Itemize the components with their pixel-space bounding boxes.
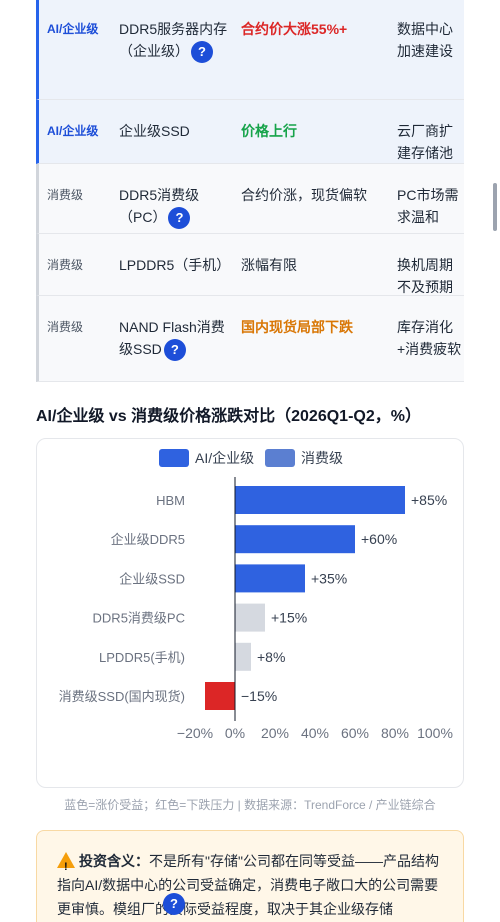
chart-source-note: 蓝色=涨价受益；红色=下跌压力 | 数据来源：TrendForce / 产业链综…	[64, 798, 436, 812]
x-tick-label: 80%	[381, 725, 409, 741]
value-label: +15%	[271, 610, 307, 626]
help-icon[interactable]: ?	[168, 207, 191, 230]
row-driver: PC市场需求温和	[397, 187, 459, 225]
row-product-label: LPDDR5（手机）	[119, 257, 231, 273]
row-driver: 云厂商扩建存储池	[397, 123, 453, 161]
x-tick-label: 40%	[301, 725, 329, 741]
legend-swatch	[159, 449, 189, 467]
x-tick-label: 0%	[225, 725, 245, 741]
x-tick-label: 100%	[417, 725, 453, 741]
row-category: 消费级	[47, 320, 84, 334]
row-product: DDR5消费级（PC）?	[119, 184, 231, 230]
help-icon[interactable]: ?	[163, 893, 185, 915]
bar	[235, 603, 265, 632]
chart-section-title: AI/企业级 vs 消费级价格涨跌对比（2026Q1-Q2，%）	[36, 408, 421, 425]
category-label: DDR5消费级PC	[93, 611, 185, 626]
table-row: AI/企业级 企业级SSD 价格上行 云厂商扩建存储池	[36, 100, 464, 164]
warning-icon: !	[57, 852, 75, 873]
help-icon[interactable]: ?	[163, 339, 186, 362]
value-label: +85%	[411, 492, 447, 508]
bar	[235, 525, 355, 554]
callout-heading: 投资含义：	[79, 853, 149, 869]
row-product: NAND Flash消费级SSD?	[119, 316, 231, 362]
category-label: 消费级SSD(国内现货)	[59, 689, 185, 704]
bar	[235, 564, 305, 593]
row-product-label: DDR5服务器内存（企业级）	[119, 21, 228, 59]
category-label: HBM	[156, 493, 185, 508]
row-product: 企业级SSD	[119, 120, 231, 142]
row-product: LPDDR5（手机）	[119, 254, 231, 276]
table-row: 消费级 LPDDR5（手机） 涨幅有限 换机周期不及预期	[36, 234, 464, 296]
table-row: 消费级 DDR5消费级（PC）? 合约价涨，现货偏软 PC市场需求温和	[36, 164, 464, 234]
bar	[205, 682, 235, 710]
row-price-trend: 涨幅有限	[241, 257, 297, 273]
row-product-label: 企业级SSD	[119, 123, 190, 139]
price-change-chart: AI/企业级 消费级 HBM +85% 企业级DDR5 +60% 企业级SSD +35% DDR…	[36, 438, 464, 788]
legend-label: 消费级	[301, 450, 343, 466]
row-price-trend: 国内现货局部下跌	[241, 319, 353, 335]
table-row: AI/企业级 DDR5服务器内存（企业级）? 合约价大涨55%+ 数据中心加速建设	[36, 0, 464, 100]
row-category: AI/企业级	[47, 124, 99, 138]
row-driver: 换机周期不及预期	[397, 257, 453, 295]
category-label: 企业级SSD	[119, 571, 185, 586]
legend-swatch	[265, 449, 295, 467]
row-category: AI/企业级	[47, 22, 99, 36]
legend-label: AI/企业级	[195, 450, 254, 466]
row-price-trend: 合约价大涨55%+	[241, 21, 348, 37]
value-label: −15%	[241, 688, 277, 704]
row-driver: 数据中心加速建设	[397, 21, 453, 59]
callout-text: 不是所有"存储"公司都在同等受益——产品结构指向AI/数据中心的公司受益确定，消…	[57, 853, 439, 917]
value-label: +35%	[311, 570, 347, 586]
row-category: 消费级	[47, 188, 84, 202]
value-label: +8%	[257, 649, 285, 665]
row-product: DDR5服务器内存（企业级）?	[119, 18, 231, 64]
scrollbar-thumb[interactable]	[493, 183, 497, 231]
x-tick-label: −20%	[177, 725, 213, 741]
bar-chart-svg: AI/企业级 消费级 HBM +85% 企业级DDR5 +60% 企业级SSD +35% DDR…	[59, 449, 453, 741]
value-label: +60%	[361, 531, 397, 547]
help-icon[interactable]: ?	[191, 41, 213, 64]
row-price-trend: 合约价涨，现货偏软	[241, 187, 367, 203]
row-product-label: DDR5消费级（PC）	[119, 187, 200, 225]
row-category: 消费级	[47, 258, 84, 272]
row-product-label: NAND Flash消费级SSD	[119, 319, 225, 357]
x-tick-label: 20%	[261, 725, 289, 741]
category-label: 企业级DDR5	[111, 532, 185, 547]
row-price-trend: 价格上行	[241, 123, 297, 139]
table-row: 消费级 NAND Flash消费级SSD? 国内现货局部下跌 库存消化+消费疲软	[36, 296, 464, 382]
row-driver: 库存消化+消费疲软	[397, 319, 462, 357]
bar	[235, 486, 405, 514]
x-tick-label: 60%	[341, 725, 369, 741]
bar	[235, 642, 251, 671]
investment-callout: ! 投资含义：不是所有"存储"公司都在同等受益——产品结构指向AI/数据中心的公司…	[36, 830, 464, 922]
category-label: LPDDR5(手机)	[99, 650, 185, 665]
